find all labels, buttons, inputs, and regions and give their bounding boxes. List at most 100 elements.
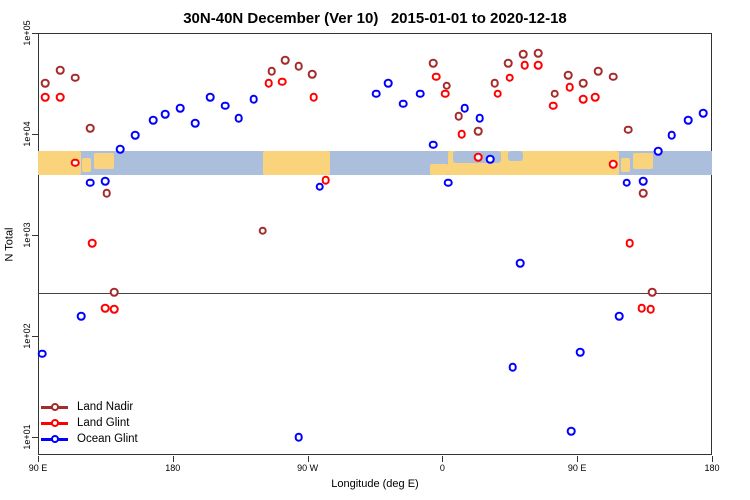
data-point-land-glint [441,89,450,99]
data-point-land-glint [565,83,574,92]
data-point-land-glint [56,93,65,102]
data-point-land-glint [608,160,618,169]
data-point-ocean-glint [429,140,438,150]
data-point-land-glint [110,304,119,314]
data-point-ocean-glint [575,347,585,357]
data-point-land-glint [520,60,530,70]
data-point-ocean-glint [698,109,708,118]
data-point-land-nadir [504,59,513,68]
data-point-ocean-glint [116,144,125,154]
data-point-ocean-glint [653,146,663,156]
data-point-land-glint [432,72,441,81]
data-point-ocean-glint [486,155,495,164]
data-point-land-glint [548,101,558,111]
data-point-ocean-glint [86,178,95,187]
legend: Land Nadir Land Glint Ocean Glint [41,399,138,447]
ocean-glint-marker-icon [41,435,68,443]
map-band-sea [508,150,523,161]
map-band-land [82,158,92,172]
data-point-land-glint [646,304,655,314]
data-point-land-nadir [593,66,603,76]
x-tick-label: 180 [165,463,181,473]
data-point-land-glint [637,304,646,313]
data-point-land-nadir [454,111,464,121]
y-tick-label: 1e+01 [22,424,32,450]
data-point-land-glint [493,89,503,99]
data-point-ocean-glint [460,103,470,113]
y-tick [32,437,38,438]
x-tick-label: 90 E [28,463,48,473]
data-point-ocean-glint [131,131,140,140]
x-tick [172,456,174,462]
legend-item-land-nadir: Land Nadir [41,399,138,415]
chart-title: 30N-40N December (Ver 10) 2015-01-01 to … [183,10,567,27]
data-point-land-glint [457,129,467,139]
legend-label: Ocean Glint [77,433,138,445]
x-tick-label: 90 E [567,463,587,473]
data-point-land-nadir [474,126,483,136]
legend-label: Land Nadir [77,401,134,413]
y-tick [32,33,38,34]
data-point-ocean-glint [683,115,693,125]
data-point-land-nadir [442,81,452,91]
data-point-land-nadir [102,188,112,198]
data-point-ocean-glint [234,113,243,123]
plot-frame [38,33,712,455]
data-point-ocean-glint [444,178,453,187]
y-tick [32,134,38,135]
data-point-ocean-glint [384,78,393,88]
data-point-land-glint [505,73,515,83]
data-point-ocean-glint [508,362,518,372]
map-band-land [621,158,631,172]
data-point-ocean-glint [101,177,110,186]
x-tick-label: 180 [704,463,720,473]
data-point-land-nadir [41,78,50,88]
land-nadir-marker-icon [41,403,68,411]
data-point-land-nadir [56,65,65,75]
data-point-ocean-glint [566,426,576,436]
data-point-land-glint [625,238,634,248]
data-point-ocean-glint [515,258,525,268]
data-point-land-glint [533,60,543,70]
data-point-ocean-glint [667,131,676,140]
data-point-land-glint [578,95,588,104]
data-point-ocean-glint [415,89,425,99]
data-point-land-nadir [533,48,543,58]
data-point-ocean-glint [315,182,324,192]
data-point-land-glint [321,175,330,185]
data-point-land-nadir [258,226,267,236]
data-point-land-nadir [294,61,303,71]
map-band-land [633,152,653,170]
data-point-ocean-glint [638,177,648,186]
data-point-ocean-glint [38,349,47,358]
x-axis-label: Longitude (deg E) [331,478,419,490]
y-tick-label: 1e+05 [22,20,32,46]
data-point-land-glint [474,152,483,162]
x-tick-label: 90 W [297,463,319,473]
y-tick [32,235,38,236]
data-point-ocean-glint [190,118,200,128]
data-point-land-nadir [518,49,528,59]
data-point-land-nadir [307,70,317,79]
data-point-land-nadir [608,72,618,81]
x-tick-label: 0 [439,463,445,473]
data-point-ocean-glint [220,101,230,111]
data-point-land-glint [309,93,318,102]
data-point-ocean-glint [294,432,303,442]
data-point-land-glint [87,238,97,248]
data-point-land-nadir [267,66,276,76]
x-tick [577,456,579,462]
y-tick-label: 1e+02 [22,323,32,349]
legend-item-ocean-glint: Ocean Glint [41,431,138,447]
data-point-ocean-glint [205,93,215,102]
y-tick-label: 1e+04 [22,121,32,147]
x-tick [38,456,39,462]
data-point-land-nadir [110,287,119,297]
data-point-land-nadir [71,73,80,83]
data-point-land-nadir [623,125,633,135]
data-point-ocean-glint [622,178,631,187]
data-point-land-nadir [550,89,560,99]
data-point-ocean-glint [372,89,381,99]
y-tick-label: 1e+03 [22,222,32,248]
